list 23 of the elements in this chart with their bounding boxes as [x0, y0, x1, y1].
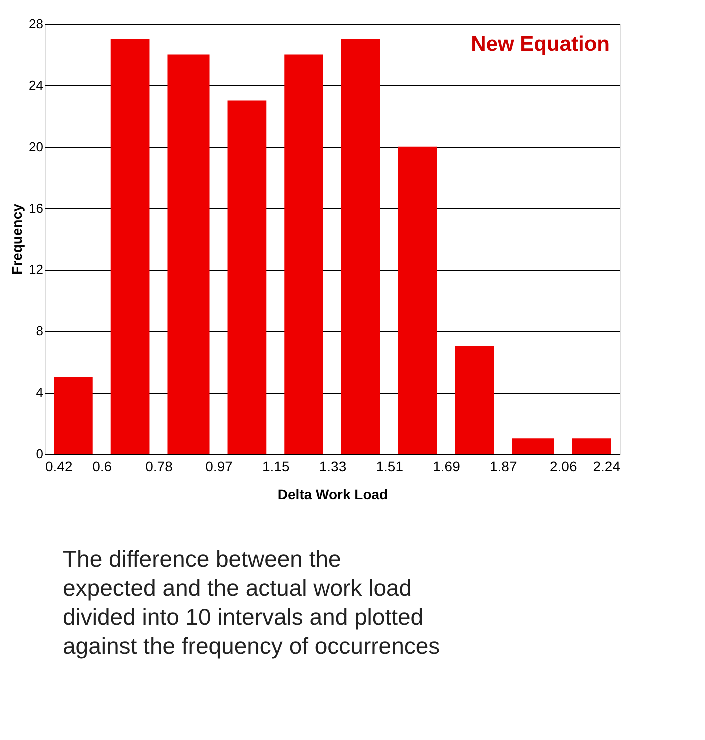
y-axis-title: Frequency	[9, 204, 26, 275]
x-tick-label: 2.24	[593, 458, 621, 474]
x-tick-label: 1.51	[376, 458, 404, 474]
x-axis-title: Delta Work Load	[278, 486, 388, 502]
x-tick-label: 2.06	[550, 458, 578, 474]
x-tick-label: 0.42	[46, 458, 73, 474]
x-tick-label: 1.69	[433, 458, 461, 474]
y-tick-label: 4	[36, 385, 44, 400]
text: The difference between the expected and the actual work load divided into 10 intervals and plotted against the frequency of occurrences	[63, 546, 440, 659]
y-tick-label: 0	[36, 446, 44, 462]
x-tick-label: 0.78	[146, 458, 174, 474]
x-tick-label: 1.87	[490, 458, 518, 474]
x-tick-label: 1.33	[319, 458, 347, 474]
y-tick-label: 20	[29, 139, 44, 154]
y-tick-label: 28	[29, 16, 44, 32]
annotation: New Equation	[471, 33, 610, 56]
x-tick-label: 0.6	[92, 458, 112, 474]
y-tick-label: 16	[29, 200, 44, 216]
y-tick-label: 24	[29, 78, 44, 93]
x-tick-label: 1.15	[262, 458, 290, 474]
x-tick-label: 0.97	[206, 458, 234, 474]
y-tick-label: 8	[36, 324, 44, 339]
y-tick-label: 12	[29, 262, 44, 278]
